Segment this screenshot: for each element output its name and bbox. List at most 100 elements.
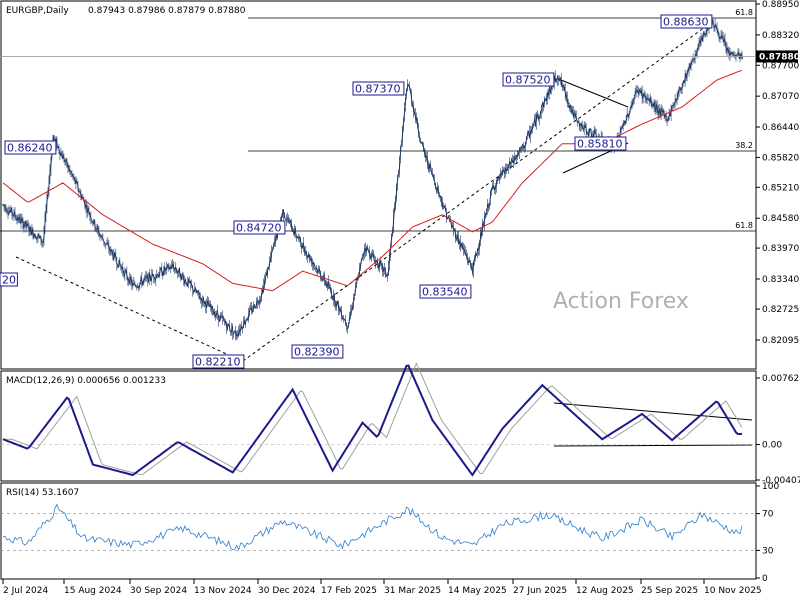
candle-body (118, 260, 121, 266)
candle-body (359, 262, 362, 269)
macd-y-tick-label: 0.00 (762, 440, 782, 450)
candle-body (567, 102, 570, 105)
candle-body (155, 273, 158, 277)
candle-body (335, 301, 338, 308)
candle-body (310, 258, 313, 265)
candle-body (7, 210, 11, 215)
candle-body (76, 182, 79, 191)
candle-body (440, 196, 443, 202)
candle-body (479, 233, 482, 246)
candle-body (505, 168, 508, 172)
macd-main-line (2, 364, 742, 477)
candle-body (441, 201, 444, 208)
candle-body (711, 19, 715, 25)
candle-body (345, 322, 348, 328)
candle-body (354, 285, 357, 293)
watermark: Action Forex (553, 289, 689, 314)
candle-body (715, 27, 719, 33)
rsi-y-tick-label: 30 (762, 546, 774, 556)
candle-body (478, 244, 481, 250)
candle-body (323, 274, 326, 283)
candle-body (422, 144, 425, 149)
candle-body (258, 299, 261, 304)
candle-body (89, 215, 92, 221)
x-tick-label: 31 Mar 2025 (384, 586, 441, 596)
candle-body (184, 280, 187, 284)
candle-body (575, 114, 578, 120)
candle-body (481, 224, 484, 236)
candle-body (307, 253, 310, 257)
candle-body (578, 121, 581, 126)
candle-body (271, 248, 274, 251)
price-annotations: 0.86240 0.84720 0.82210 0.82390 0.87370 0.835… (0, 14, 713, 369)
candle-body (299, 237, 302, 245)
macd-y-tick-label: 0.007623 (762, 374, 800, 384)
candle-body (637, 90, 640, 95)
candle-body (543, 98, 546, 108)
candle-body (402, 118, 405, 130)
candle-body (289, 219, 292, 223)
candle-body (269, 256, 272, 260)
macd-label: MACD(12,26,9) 0.000656 0.001233 (6, 376, 166, 386)
candle-body (471, 268, 474, 274)
candle-body (639, 88, 642, 93)
candle-body (192, 291, 195, 293)
candle-body (381, 263, 384, 272)
price-y-tick-label: 0.85820 (762, 153, 799, 163)
candle-body (200, 298, 203, 304)
candle-body (123, 271, 126, 277)
candle-body (257, 302, 260, 304)
candle-body (287, 219, 290, 223)
candle-body (314, 267, 317, 269)
candle-body (421, 142, 424, 145)
candle-body (190, 284, 193, 287)
candle-body (27, 224, 29, 226)
candle-body (264, 273, 267, 281)
macd-indicator: 0.007623 0.00 -0.004073 (1, 362, 800, 486)
candle-body (416, 118, 419, 128)
candle-body (329, 287, 332, 292)
candle-body (679, 86, 682, 90)
candle-body (362, 253, 365, 257)
candle-body (683, 73, 687, 84)
candle-body (379, 260, 382, 264)
candle-body (434, 182, 437, 189)
candle-body (237, 330, 240, 336)
candle-body (433, 179, 436, 182)
candle-body (429, 163, 432, 169)
candle-body (531, 126, 534, 132)
current-price-line: 0.87880 (0, 50, 800, 63)
candle-body (206, 300, 209, 303)
macd-signal-line (3, 362, 743, 476)
candle-body (488, 203, 491, 208)
candle-body (165, 265, 168, 269)
annotation-box (419, 284, 472, 299)
candle-body (270, 249, 273, 257)
price-y-axis: 0.88950 0.88320 0.87700 0.87070 0.86440 0.858… (756, 0, 799, 346)
candle-body (561, 84, 564, 88)
candle-body (554, 75, 557, 82)
candle-body (731, 52, 733, 54)
rsi-y-tick-label: 100 (762, 482, 779, 492)
candle-body (316, 269, 319, 274)
candle-body (474, 253, 477, 261)
price-y-tick-label: 0.88320 (762, 31, 799, 41)
candle-body (259, 298, 262, 301)
candle-body (181, 274, 184, 277)
candle-body (593, 131, 596, 137)
candle-body (716, 31, 720, 34)
candle-body (148, 272, 151, 280)
candle-body (412, 104, 415, 113)
candle-body (580, 123, 583, 126)
candle-body (647, 97, 649, 100)
candle-body (211, 306, 214, 314)
candle-body (115, 261, 118, 266)
candle-body (550, 86, 553, 92)
candle-body (437, 186, 440, 195)
candle-body (198, 295, 201, 300)
candle-body (472, 260, 475, 273)
candle-body (692, 58, 695, 61)
candle-body (294, 227, 297, 237)
candle-body (435, 187, 438, 191)
candle-body (351, 304, 354, 311)
